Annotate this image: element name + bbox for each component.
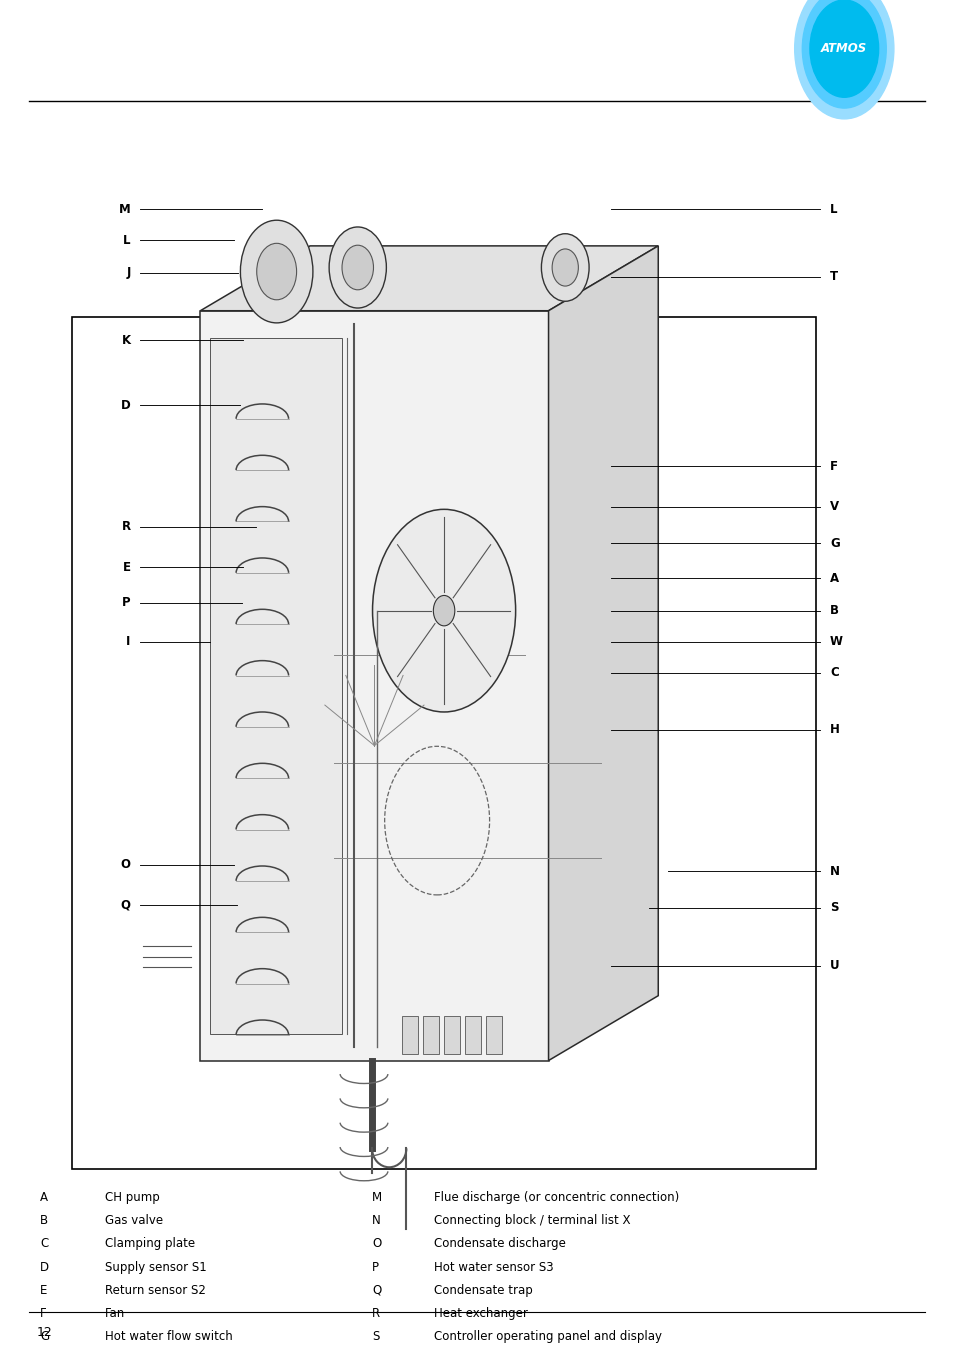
Text: M: M bbox=[119, 203, 131, 216]
Text: A: A bbox=[40, 1192, 48, 1204]
Text: 12: 12 bbox=[36, 1325, 52, 1339]
Text: Connecting block / terminal list X: Connecting block / terminal list X bbox=[434, 1215, 630, 1227]
Bar bbox=[423, 1016, 438, 1054]
Text: C: C bbox=[829, 666, 838, 680]
Bar bbox=[200, 311, 548, 1061]
Text: S: S bbox=[829, 901, 838, 915]
Text: E: E bbox=[123, 561, 131, 574]
Text: Heat exchanger: Heat exchanger bbox=[434, 1308, 527, 1320]
Bar bbox=[486, 1016, 501, 1054]
Text: G: G bbox=[40, 1331, 50, 1343]
Bar bbox=[210, 338, 342, 1034]
Text: J: J bbox=[126, 266, 131, 280]
Text: N: N bbox=[372, 1215, 380, 1227]
Text: Flue discharge (or concentric connection): Flue discharge (or concentric connection… bbox=[434, 1192, 679, 1204]
Text: F: F bbox=[829, 459, 837, 473]
Circle shape bbox=[801, 0, 885, 108]
Text: Fan: Fan bbox=[105, 1308, 125, 1320]
Text: P: P bbox=[122, 596, 131, 609]
Text: ATMOS: ATMOS bbox=[821, 42, 866, 55]
Circle shape bbox=[240, 220, 313, 323]
Text: I: I bbox=[126, 635, 131, 648]
Text: L: L bbox=[123, 234, 131, 247]
Bar bbox=[465, 1016, 480, 1054]
Text: B: B bbox=[829, 604, 838, 617]
Text: D: D bbox=[40, 1260, 50, 1274]
Text: Hot water flow switch: Hot water flow switch bbox=[105, 1331, 233, 1343]
Text: Controller operating panel and display: Controller operating panel and display bbox=[434, 1331, 661, 1343]
Circle shape bbox=[341, 246, 374, 290]
Text: Condensate trap: Condensate trap bbox=[434, 1283, 533, 1297]
Text: Q: Q bbox=[121, 898, 131, 912]
Text: O: O bbox=[121, 858, 131, 871]
Text: N: N bbox=[829, 865, 839, 878]
Text: E: E bbox=[40, 1283, 48, 1297]
Text: Q: Q bbox=[372, 1283, 381, 1297]
Text: D: D bbox=[121, 399, 131, 412]
Bar bbox=[444, 1016, 459, 1054]
Circle shape bbox=[256, 243, 296, 300]
Text: Return sensor S2: Return sensor S2 bbox=[105, 1283, 206, 1297]
Text: Condensate discharge: Condensate discharge bbox=[434, 1238, 565, 1251]
Text: Supply sensor S1: Supply sensor S1 bbox=[105, 1260, 207, 1274]
Text: R: R bbox=[372, 1308, 380, 1320]
Text: K: K bbox=[121, 334, 131, 347]
Polygon shape bbox=[200, 246, 658, 311]
Bar bbox=[402, 1016, 417, 1054]
Circle shape bbox=[373, 509, 515, 712]
Text: G: G bbox=[829, 536, 839, 550]
Text: V: V bbox=[829, 500, 839, 513]
Text: B: B bbox=[40, 1215, 49, 1227]
Circle shape bbox=[794, 0, 893, 119]
Circle shape bbox=[433, 596, 455, 626]
Text: W: W bbox=[829, 635, 842, 648]
Text: H: H bbox=[829, 723, 839, 736]
Text: T: T bbox=[829, 270, 838, 284]
Circle shape bbox=[552, 249, 578, 286]
Circle shape bbox=[329, 227, 386, 308]
Text: Gas valve: Gas valve bbox=[105, 1215, 163, 1227]
Text: P: P bbox=[372, 1260, 378, 1274]
Text: Clamping plate: Clamping plate bbox=[105, 1238, 194, 1251]
Text: A: A bbox=[829, 571, 839, 585]
Bar bbox=[71, 317, 815, 1169]
Text: U: U bbox=[829, 959, 839, 973]
Text: R: R bbox=[121, 520, 131, 534]
Text: S: S bbox=[372, 1331, 379, 1343]
Circle shape bbox=[809, 0, 878, 97]
Text: Hot water sensor S3: Hot water sensor S3 bbox=[434, 1260, 553, 1274]
Text: C: C bbox=[40, 1238, 49, 1251]
Text: M: M bbox=[372, 1192, 382, 1204]
Circle shape bbox=[540, 234, 588, 301]
Polygon shape bbox=[548, 246, 658, 1061]
Text: O: O bbox=[372, 1238, 381, 1251]
Text: CH pump: CH pump bbox=[105, 1192, 159, 1204]
Text: L: L bbox=[829, 203, 837, 216]
Text: F: F bbox=[40, 1308, 47, 1320]
